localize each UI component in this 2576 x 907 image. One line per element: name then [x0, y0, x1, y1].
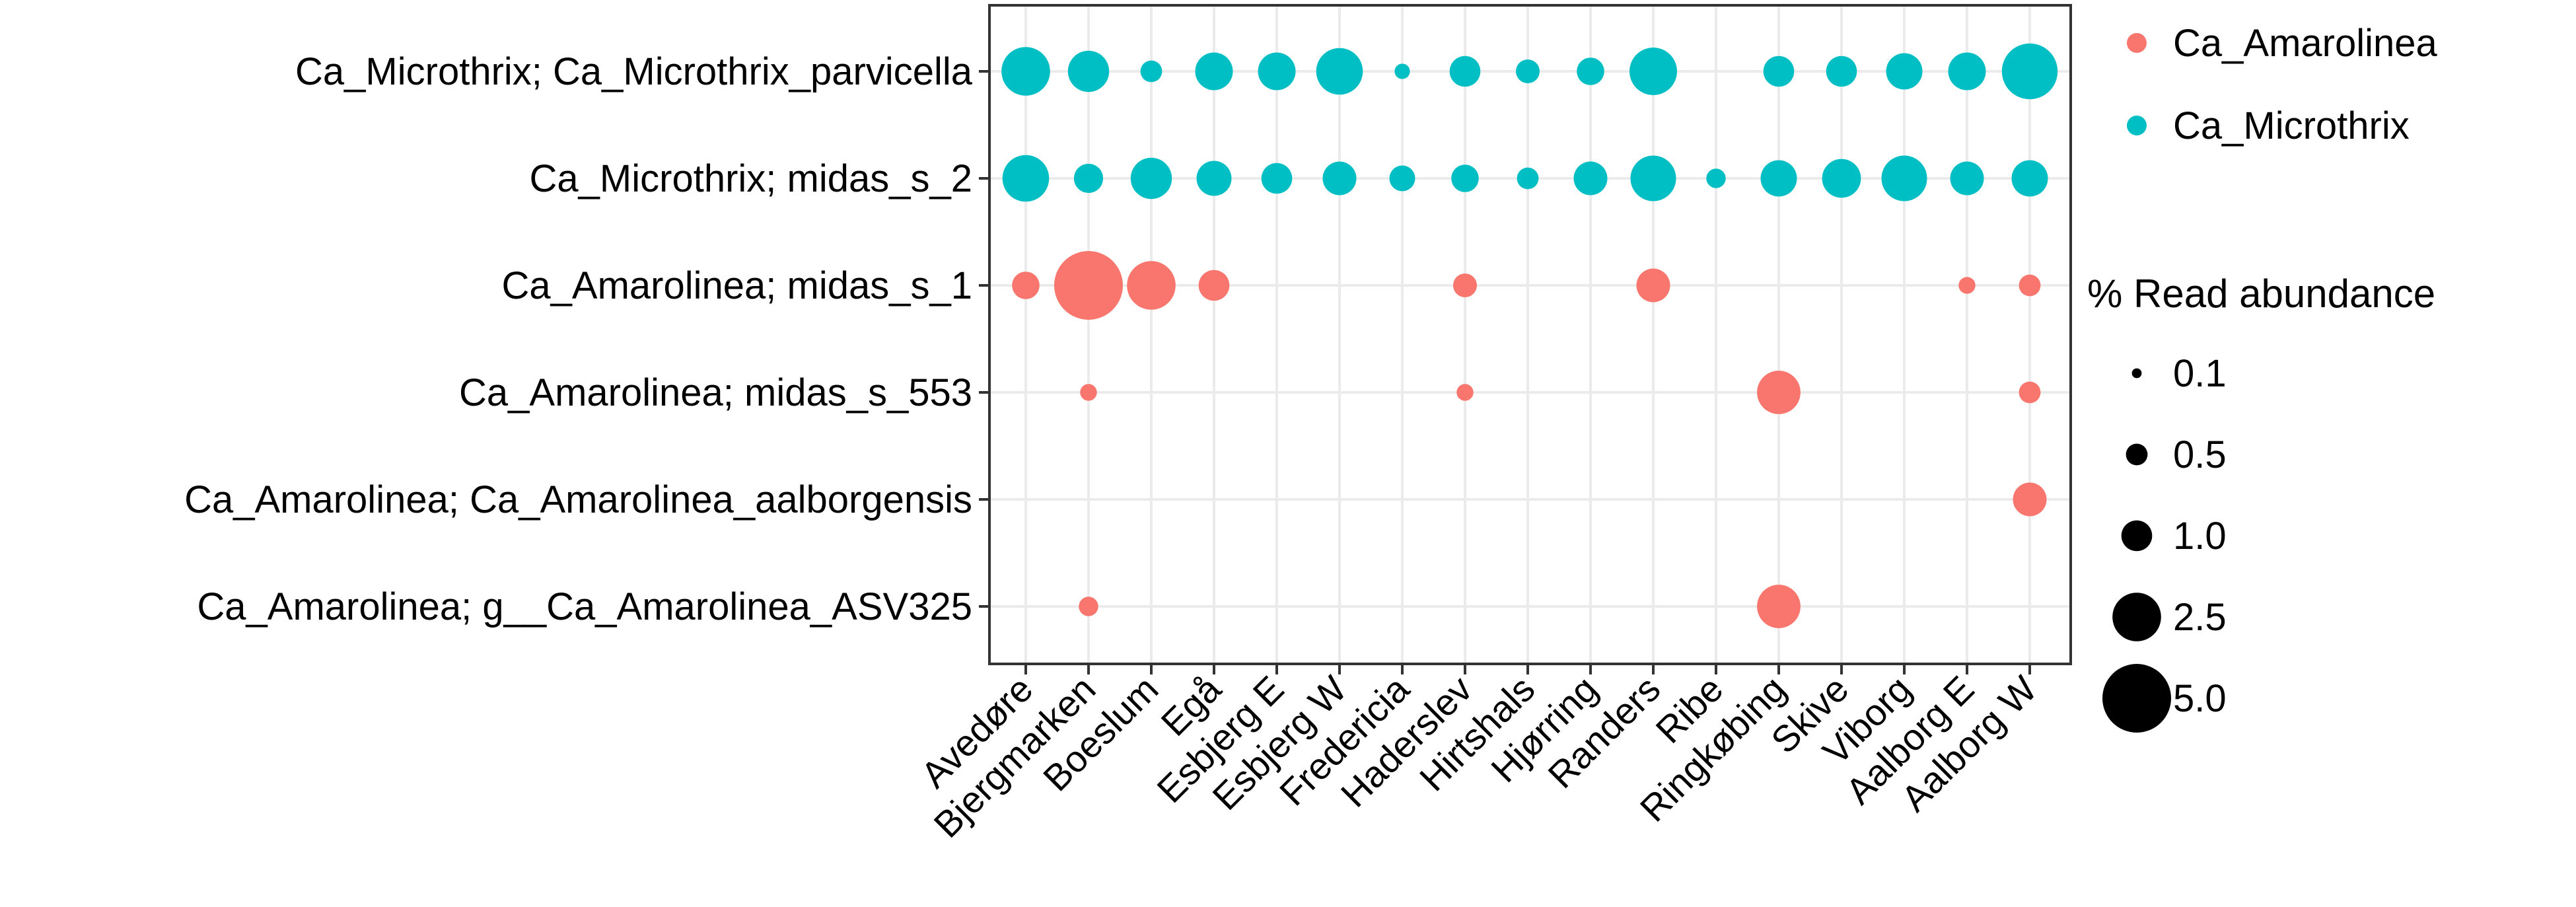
data-point-ca-amarolinea — [1054, 251, 1123, 320]
data-point-ca-microthrix — [1261, 163, 1293, 194]
data-point-ca-microthrix — [1389, 165, 1415, 192]
data-point-ca-microthrix — [1822, 159, 1861, 198]
legend-size-label: 0.1 — [2173, 352, 2227, 395]
data-point-ca-microthrix — [1394, 63, 1410, 79]
data-point-ca-microthrix — [2011, 160, 2048, 197]
data-point-ca-microthrix — [1451, 164, 1479, 192]
data-point-ca-microthrix — [1763, 55, 1795, 87]
legend-size-label: 2.5 — [2173, 596, 2227, 639]
data-point-ca-microthrix — [1826, 55, 1857, 87]
data-point-ca-microthrix — [1002, 155, 1050, 202]
legend-size-key — [2102, 664, 2171, 733]
y-tick-label: Ca_Amarolinea; midas_s_553 — [459, 371, 972, 414]
data-point-ca-microthrix — [1577, 57, 1604, 85]
legend-size-title: % Read abundance — [2087, 272, 2435, 316]
y-axis: Ca_Microthrix; Ca_Microthrix_parvicella C… — [184, 50, 989, 628]
data-point-ca-microthrix — [1001, 47, 1050, 96]
data-point-ca-amarolinea — [2013, 482, 2047, 517]
data-point-ca-microthrix — [1706, 168, 1726, 188]
data-point-ca-microthrix — [1322, 161, 1357, 196]
data-point-ca-microthrix — [1517, 167, 1539, 190]
data-point-ca-microthrix — [1258, 52, 1296, 91]
y-tick-label: Ca_Amarolinea; Ca_Amarolinea_aalborgensi… — [184, 478, 972, 521]
data-point-ca-microthrix — [1630, 155, 1676, 201]
data-point-ca-amarolinea — [1127, 261, 1176, 310]
legend-key-ca-microthrix — [2127, 116, 2147, 135]
legend-key-ca-amarolinea — [2127, 33, 2147, 53]
y-tick-label: Ca_Amarolinea; g__Ca_Amarolinea_ASV325 — [197, 585, 972, 628]
legend-size-key — [2131, 368, 2142, 379]
data-point-ca-microthrix — [1516, 59, 1540, 83]
legend-label-ca-amarolinea: Ca_Amarolinea — [2173, 22, 2438, 65]
legend: Ca_Amarolinea Ca_Microthrix % Read abundan… — [2087, 22, 2438, 733]
data-point-ca-microthrix — [1629, 48, 1677, 95]
data-point-ca-microthrix — [2001, 43, 2058, 100]
grid-lines — [989, 5, 2071, 664]
data-point-ca-amarolinea — [1080, 384, 1097, 401]
data-point-ca-microthrix — [1073, 163, 1104, 194]
legend-size-key — [2121, 520, 2153, 552]
data-point-ca-microthrix — [1196, 161, 1232, 196]
data-point-ca-microthrix — [1067, 50, 1110, 92]
data-point-ca-amarolinea — [1456, 384, 1474, 401]
y-tick-label: Ca_Microthrix; Ca_Microthrix_parvicella — [295, 50, 973, 93]
data-point-ca-amarolinea — [1757, 371, 1801, 414]
data-point-ca-microthrix — [1760, 160, 1797, 197]
data-point-ca-microthrix — [1886, 53, 1923, 90]
data-point-ca-microthrix — [1950, 161, 1984, 196]
data-point-ca-microthrix — [1449, 55, 1481, 87]
legend-size-label: 5.0 — [2173, 677, 2227, 720]
data-point-ca-amarolinea — [1958, 277, 1976, 294]
legend-size-key — [2126, 443, 2148, 466]
data-point-ca-amarolinea — [2019, 381, 2041, 404]
data-point-ca-microthrix — [1316, 48, 1363, 95]
data-point-ca-microthrix — [1573, 161, 1608, 196]
legend-size-key — [2112, 593, 2161, 641]
y-tick-label: Ca_Amarolinea; midas_s_1 — [502, 264, 972, 307]
data-points — [1001, 43, 2058, 628]
data-point-ca-amarolinea — [1012, 272, 1040, 299]
data-point-ca-amarolinea — [1198, 270, 1230, 301]
data-point-ca-microthrix — [1130, 157, 1172, 200]
data-point-ca-amarolinea — [1453, 273, 1477, 297]
plot-panel-border — [988, 4, 2072, 665]
legend-label-ca-microthrix: Ca_Microthrix — [2173, 104, 2410, 147]
data-point-ca-microthrix — [1948, 52, 1986, 91]
data-point-ca-amarolinea — [1636, 268, 1670, 303]
data-point-ca-amarolinea — [1079, 597, 1098, 616]
data-point-ca-microthrix — [1881, 155, 1927, 201]
data-point-ca-amarolinea — [2019, 274, 2041, 297]
data-point-ca-microthrix — [1195, 52, 1233, 91]
y-tick-label: Ca_Microthrix; midas_s_2 — [530, 157, 972, 200]
legend-size-label: 1.0 — [2173, 515, 2227, 558]
legend-size-label: 0.5 — [2173, 433, 2227, 476]
data-point-ca-amarolinea — [1757, 585, 1801, 628]
data-point-ca-microthrix — [1140, 60, 1163, 83]
